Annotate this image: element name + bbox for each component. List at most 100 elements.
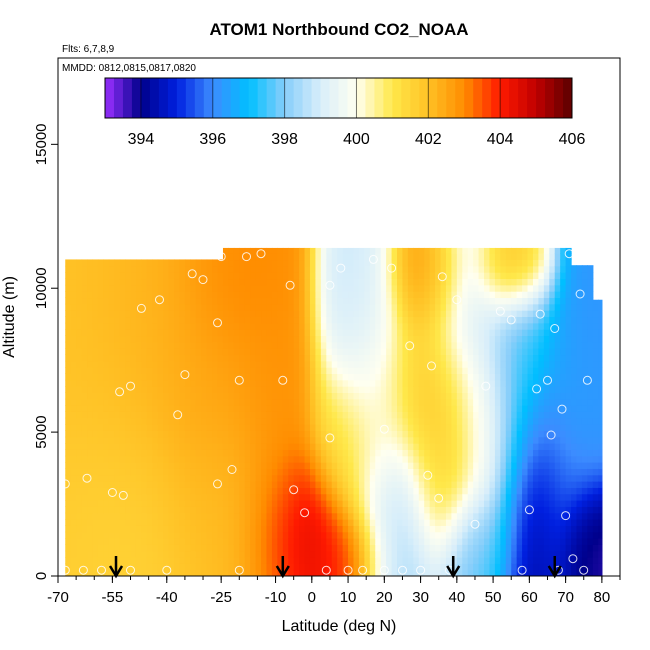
- heat-cell: [331, 550, 338, 558]
- heat-cell: [592, 487, 599, 495]
- heat-cell: [320, 259, 327, 267]
- heat-cell: [440, 297, 447, 305]
- heat-cell: [478, 493, 485, 501]
- heat-cell: [103, 430, 110, 438]
- heat-cell: [190, 392, 197, 400]
- heat-cell: [532, 348, 540, 356]
- heat-cell: [364, 386, 371, 393]
- heat-cell: [386, 253, 393, 261]
- heat-cell: [522, 455, 529, 463]
- heat-cell: [440, 443, 447, 450]
- heat-cell: [250, 398, 257, 406]
- heat-cell: [81, 411, 88, 419]
- heat-cell: [364, 405, 371, 412]
- heat-cell: [261, 335, 268, 343]
- heat-cell: [532, 468, 540, 476]
- heat-cell: [571, 316, 578, 324]
- heat-cell: [565, 253, 572, 261]
- heat-cell: [114, 310, 121, 318]
- heat-cell: [358, 253, 365, 261]
- heat-cell: [250, 525, 257, 533]
- heat-cell: [299, 303, 306, 311]
- heat-cell: [299, 544, 306, 552]
- heat-cell: [174, 373, 181, 381]
- heat-cell: [364, 481, 371, 488]
- heat-cell: [527, 443, 534, 450]
- heat-cell: [293, 392, 300, 400]
- heat-cell: [413, 519, 420, 526]
- heat-cell: [397, 462, 404, 469]
- heat-cell: [348, 443, 355, 450]
- heat-cell: [364, 360, 371, 368]
- heat-cell: [462, 348, 469, 356]
- heat-cell: [560, 354, 567, 362]
- heat-cell: [201, 297, 208, 305]
- heat-cell: [81, 455, 88, 463]
- heat-cell: [489, 512, 496, 520]
- heat-cell: [244, 468, 251, 476]
- heat-cell: [451, 519, 458, 526]
- heat-cell: [397, 500, 404, 507]
- heat-cell: [331, 557, 338, 564]
- heat-cell: [418, 506, 425, 514]
- heat-cell: [435, 253, 442, 261]
- heat-cell: [407, 443, 414, 450]
- heat-cell: [282, 468, 289, 476]
- heat-cell: [201, 291, 208, 299]
- heat-cell: [239, 443, 246, 450]
- heat-cell: [266, 297, 273, 305]
- heat-cell: [337, 297, 344, 305]
- heat-cell: [271, 411, 278, 419]
- heat-cell: [288, 341, 295, 349]
- heat-cell: [375, 316, 382, 324]
- heat-cell: [114, 512, 121, 520]
- heat-cell: [326, 417, 333, 425]
- heat-cell: [250, 341, 257, 349]
- heat-cell: [114, 392, 121, 400]
- heat-cell: [212, 462, 219, 469]
- heat-cell: [402, 291, 409, 299]
- heat-cell: [494, 386, 501, 393]
- heat-cell: [119, 272, 126, 280]
- heat-cell: [560, 557, 567, 564]
- heat-cell: [375, 411, 382, 419]
- heat-cell: [429, 487, 436, 495]
- heat-cell: [592, 474, 599, 482]
- heat-cell: [174, 348, 181, 356]
- heat-cell: [337, 405, 344, 412]
- heat-cell: [206, 417, 213, 425]
- heat-cell: [516, 436, 523, 444]
- heat-cell: [467, 493, 474, 501]
- heat-cell: [543, 474, 550, 482]
- heat-cell: [462, 265, 469, 273]
- heat-cell: [76, 538, 83, 545]
- heat-cell: [315, 544, 322, 552]
- heat-cell: [103, 436, 110, 444]
- heat-cell: [527, 468, 534, 476]
- heat-cell: [407, 316, 414, 324]
- heat-cell: [309, 303, 317, 311]
- heat-cell: [353, 373, 360, 381]
- heat-cell: [516, 373, 523, 381]
- heat-cell: [293, 550, 300, 558]
- heat-cell: [174, 531, 181, 539]
- heat-cell: [358, 506, 365, 514]
- heat-cell: [380, 341, 387, 349]
- heat-cell: [386, 424, 393, 431]
- heat-cell: [179, 322, 186, 330]
- heat-cell: [538, 417, 545, 425]
- heat-cell: [456, 512, 463, 520]
- heat-cell: [527, 405, 534, 412]
- heat-cell: [445, 405, 452, 412]
- heat-cell: [532, 341, 540, 349]
- heat-cell: [168, 500, 175, 507]
- heat-cell: [413, 468, 420, 476]
- heat-cell: [478, 544, 485, 552]
- heat-cell: [282, 316, 289, 324]
- heat-cell: [309, 348, 317, 356]
- heat-cell: [222, 297, 230, 305]
- heat-cell: [228, 512, 235, 520]
- heat-cell: [435, 462, 442, 469]
- heat-cell: [353, 329, 360, 337]
- heat-cell: [397, 531, 404, 539]
